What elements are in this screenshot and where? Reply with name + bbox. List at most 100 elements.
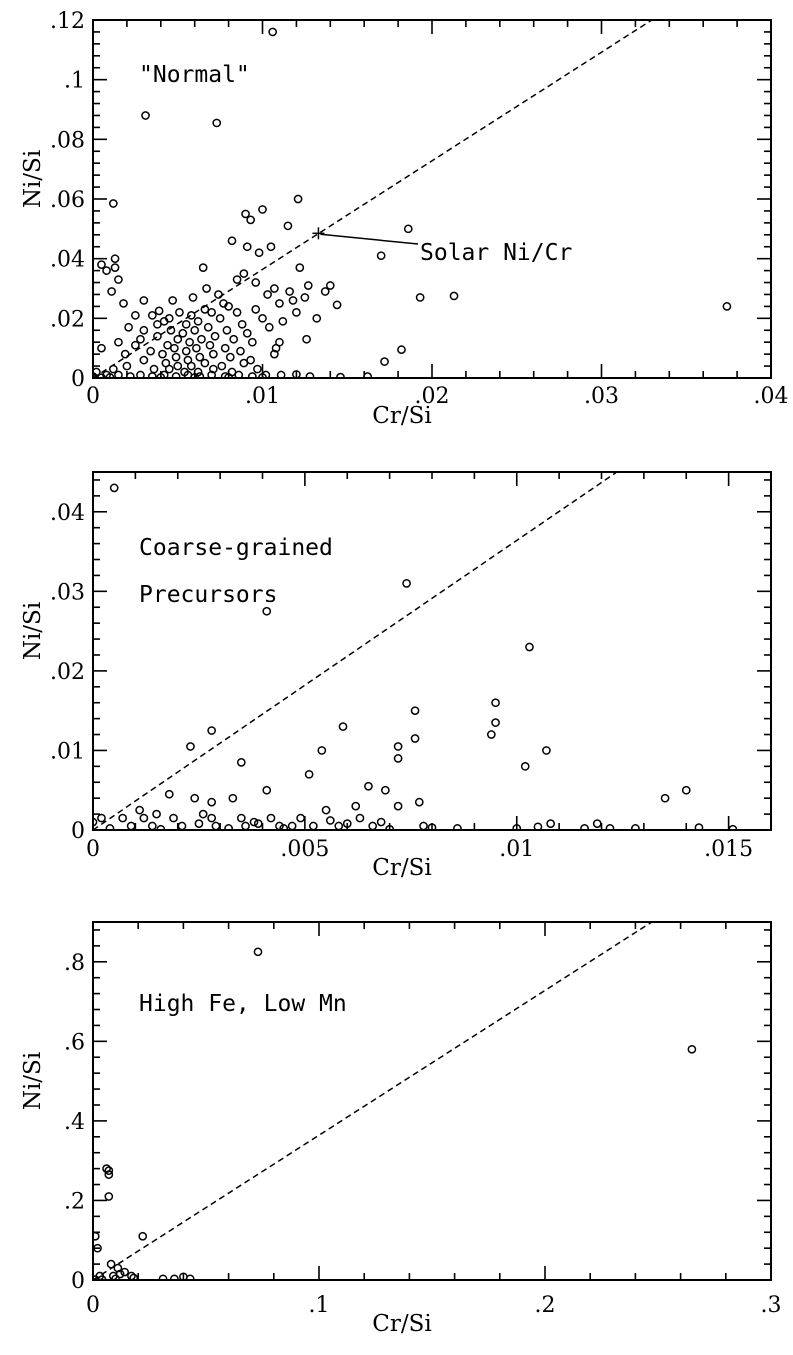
y-tick-label: .04 [50, 501, 85, 526]
data-point [93, 1243, 102, 1253]
y-tick-label: .1 [64, 69, 85, 94]
data-points [93, 483, 738, 830]
data-point [119, 299, 128, 308]
data-point [242, 242, 252, 252]
x-tick-label: 0 [86, 1293, 100, 1318]
data-point [302, 334, 311, 344]
data-point [177, 821, 187, 830]
panel-annotation: High Fe, Low Mn [139, 991, 347, 1017]
data-point [146, 346, 155, 356]
y-tick-label: .4 [64, 1110, 85, 1135]
data-point [251, 305, 261, 314]
data-point [185, 1274, 195, 1280]
data-point [247, 337, 257, 347]
panel-1: 0 .01 .02 .03 .04 0 .02 .04 .06 .08 .1 .12 Cr/Si Ni/S… [20, 9, 789, 429]
panel-annotation: Precursors [139, 582, 277, 608]
data-point [217, 361, 227, 371]
data-point [453, 824, 462, 830]
data-point [304, 769, 314, 779]
data-point [317, 746, 327, 755]
data-point [193, 316, 203, 326]
data-point [102, 266, 111, 275]
data-point [110, 263, 120, 272]
data-point [207, 726, 216, 735]
data-point [236, 346, 245, 356]
data-point [364, 781, 373, 791]
data-point [154, 306, 164, 316]
y-tick-label: .08 [50, 128, 85, 153]
data-point [278, 316, 288, 326]
data-point [224, 824, 233, 830]
data-point [687, 1044, 697, 1054]
data-point [178, 328, 188, 338]
data-point [236, 813, 246, 823]
data-point [168, 296, 178, 305]
data-points [93, 27, 732, 378]
data-point [266, 242, 276, 252]
callout-label: Solar Ni/Cr [420, 240, 572, 266]
data-point [200, 305, 210, 314]
data-point [232, 275, 242, 284]
data-point [127, 1271, 136, 1280]
data-point [403, 224, 413, 234]
y-tick-label: .02 [50, 307, 85, 332]
data-point [104, 1170, 114, 1179]
data-point [181, 346, 191, 356]
data-point [129, 1273, 139, 1280]
data-point [694, 823, 704, 830]
data-point [220, 343, 230, 353]
data-point [125, 372, 135, 378]
data-point [166, 325, 176, 335]
y-tick-label: 0 [71, 819, 85, 844]
data-point [336, 372, 345, 378]
data-point [207, 797, 216, 807]
y-tick-label: .04 [50, 248, 85, 273]
data-point [262, 606, 272, 616]
solar-ratio-line [92, 921, 653, 1281]
y-tick-label: 0 [71, 367, 85, 392]
x-tick-label: .01 [499, 837, 534, 862]
data-point [207, 813, 216, 823]
data-point [108, 199, 118, 208]
data-point [181, 319, 191, 329]
data-point [427, 823, 437, 830]
data-point [197, 334, 206, 344]
data-point [397, 345, 406, 355]
data-point [110, 254, 120, 264]
x-axis-label: Cr/Si [372, 855, 431, 881]
data-point [195, 352, 205, 362]
data-point [332, 300, 342, 310]
data-point [275, 821, 284, 830]
data-point [491, 718, 500, 727]
y-axis-label: Ni/Si [20, 150, 46, 208]
data-point [363, 372, 372, 378]
data-point [188, 293, 198, 302]
y-tick-label: .2 [64, 1189, 85, 1214]
data-point [139, 325, 149, 335]
data-point [107, 287, 116, 296]
x-tick-label: .3 [761, 1293, 782, 1318]
data-point [118, 813, 128, 823]
data-point [186, 361, 196, 371]
data-point [136, 334, 145, 344]
data-point [351, 801, 361, 811]
data-point [415, 293, 425, 302]
data-point [258, 373, 267, 378]
data-point [236, 758, 246, 767]
data-point [402, 579, 411, 588]
data-point [295, 263, 305, 272]
data-point [728, 824, 738, 830]
data-point [156, 824, 166, 830]
data-point [190, 373, 200, 378]
y-tick-label: .12 [50, 9, 85, 34]
data-point [158, 349, 167, 359]
x-axis-label: Cr/Si [372, 403, 431, 429]
data-point [185, 337, 194, 347]
data-point [114, 370, 123, 378]
y-axis-label: Ni/Si [20, 1052, 46, 1110]
data-point [449, 291, 459, 301]
data-point [139, 813, 149, 823]
data-point [105, 824, 115, 830]
data-point [115, 1269, 125, 1279]
data-point [104, 1192, 114, 1201]
